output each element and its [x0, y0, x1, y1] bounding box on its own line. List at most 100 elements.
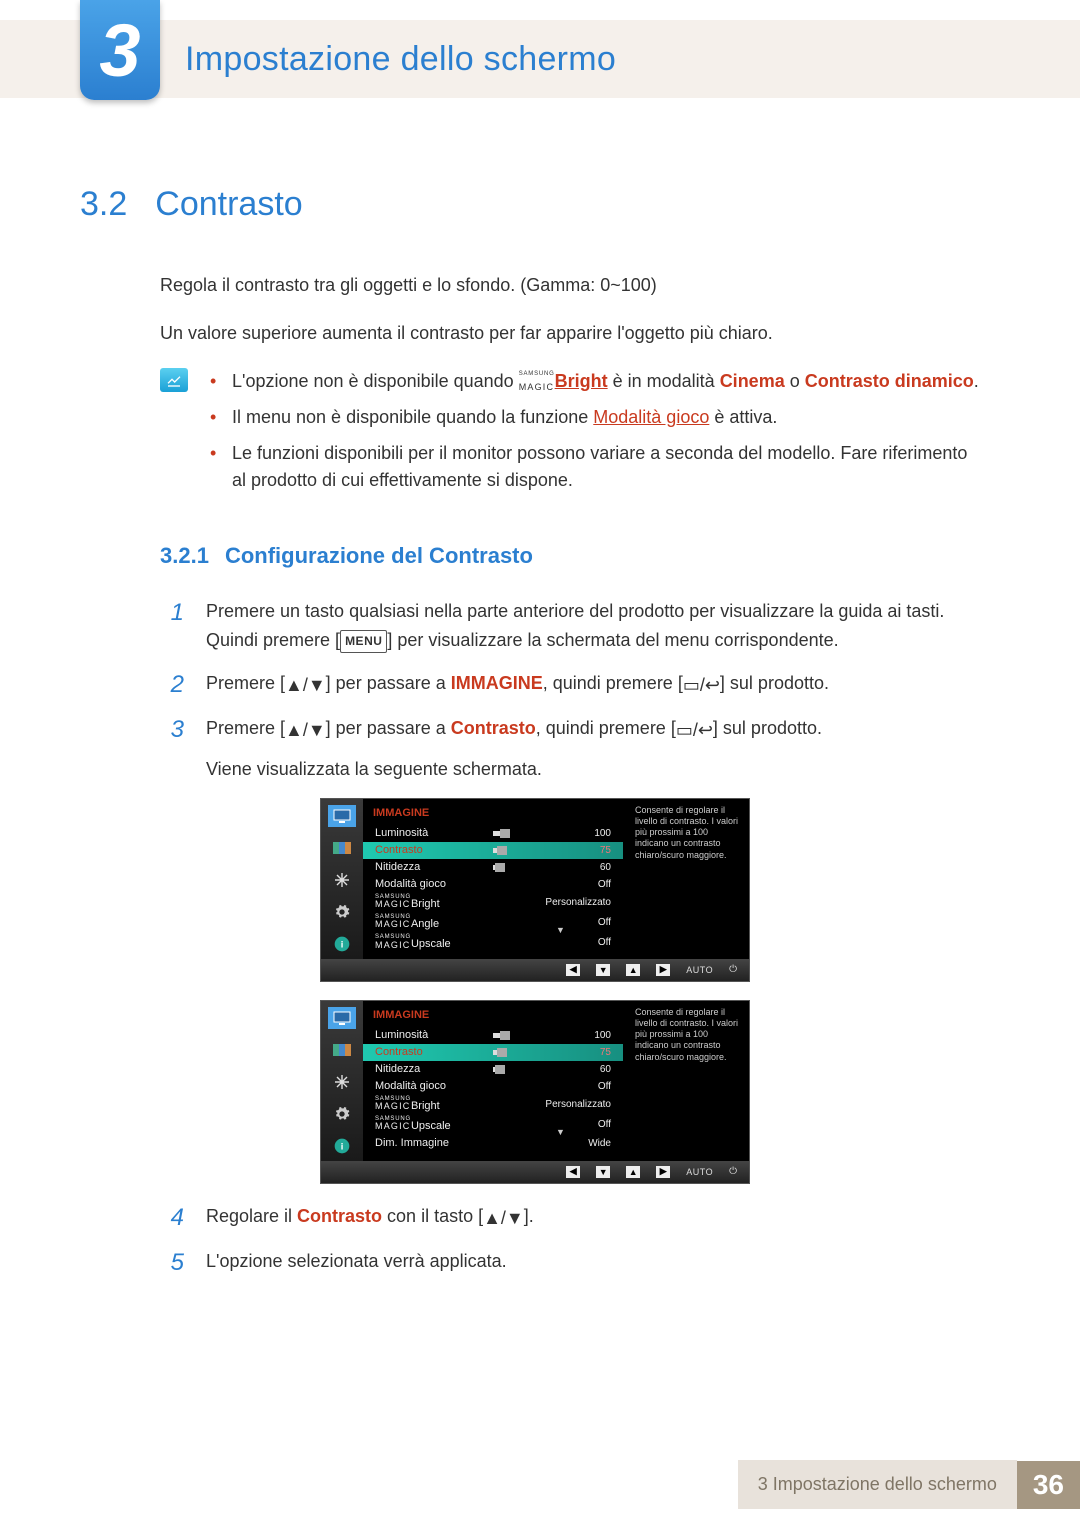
osd-row[interactable]: SAMSUNGMAGICUpscale Off: [363, 933, 623, 953]
osd-row[interactable]: Contrasto75: [363, 842, 623, 859]
osd-screenshot-2: i IMMAGINE Luminosità100Contrasto75Nitid…: [320, 1000, 980, 1184]
osd-row[interactable]: Nitidezza 60: [363, 859, 623, 876]
chapter-number: 3: [99, 8, 140, 93]
osd-row-value: Wide: [521, 1138, 611, 1149]
osd-slider[interactable]: [493, 831, 505, 836]
osd-main: IMMAGINE Luminosità100Contrasto75Nitidez…: [363, 799, 749, 959]
up-down-icon: ▲/▼: [285, 716, 326, 745]
osd-nav-down-icon[interactable]: ▼: [596, 1166, 610, 1178]
osd-row-value: 75: [521, 1047, 611, 1058]
osd-row-label: SAMSUNGMAGICUpscale: [375, 935, 485, 950]
osd-tab-picture-icon[interactable]: [328, 1007, 356, 1029]
samsung-magic-label: SAMSUNGMAGIC: [519, 372, 555, 392]
osd-tab-size-icon[interactable]: [328, 869, 356, 891]
osd-nav-left-icon[interactable]: ◀: [566, 964, 580, 976]
contrasto-label: Contrasto: [297, 1206, 382, 1226]
osd-tab-settings-icon[interactable]: [328, 1103, 356, 1125]
chapter-badge: 3: [80, 0, 160, 100]
osd-power-icon[interactable]: ⏻: [729, 1166, 737, 1177]
osd-row[interactable]: Modalità giocoOff: [363, 876, 623, 893]
osd-row-label: SAMSUNGMAGICBright: [375, 1097, 485, 1112]
step-body: Regolare il Contrasto con il tasto [▲/▼]…: [206, 1202, 980, 1233]
svg-text:i: i: [341, 1141, 344, 1151]
osd-slider[interactable]: [493, 848, 505, 853]
osd-power-icon[interactable]: ⏻: [729, 964, 737, 975]
osd-nav-down-icon[interactable]: ▼: [596, 964, 610, 976]
step-number: 3: [160, 714, 184, 784]
osd-row[interactable]: Luminosità100: [363, 825, 623, 842]
step-number: 4: [160, 1202, 184, 1233]
osd-tab-settings-icon[interactable]: [328, 901, 356, 923]
osd-tab-info-icon[interactable]: i: [328, 1135, 356, 1157]
osd-row-label: SAMSUNGMAGICBright: [375, 895, 485, 910]
osd-tab-color-icon[interactable]: [328, 1039, 356, 1061]
osd-row-label: Modalità gioco: [375, 1080, 485, 1092]
game-mode-link: Modalità gioco: [593, 407, 709, 427]
osd-row[interactable]: SAMSUNGMAGICAngleOff: [363, 913, 623, 933]
section-title: Contrasto: [155, 185, 302, 224]
osd-row-label: Dim. Immagine: [375, 1137, 485, 1149]
osd-row[interactable]: Modalità gioco Off: [363, 1078, 623, 1095]
immagine-label: IMMAGINE: [451, 673, 543, 693]
osd-row-label: Nitidezza: [375, 861, 485, 873]
chapter-title: Impostazione dello schermo: [185, 40, 616, 79]
osd-row[interactable]: SAMSUNGMAGICBrightPersonalizzato: [363, 893, 623, 913]
magic-bright-link: Bright: [555, 371, 608, 391]
osd-auto-label[interactable]: AUTO: [686, 1167, 713, 1177]
note-item: Il menu non è disponibile quando la funz…: [210, 404, 980, 432]
osd-row[interactable]: SAMSUNGMAGICUpscaleOff: [363, 1115, 623, 1135]
osd-row[interactable]: Luminosità100: [363, 1027, 623, 1044]
note-item: L'opzione non è disponibile quando SAMSU…: [210, 368, 980, 396]
osd-tab-color-icon[interactable]: [328, 837, 356, 859]
contrasto-label: Contrasto: [451, 718, 536, 738]
osd-nav-up-icon[interactable]: ▲: [626, 1166, 640, 1178]
steps-list: 1 Premere un tasto qualsiasi nella parte…: [160, 597, 980, 783]
osd-nav-bar: ◀ ▼ ▲ ▶ AUTO ⏻: [321, 959, 749, 981]
osd-tab-info-icon[interactable]: i: [328, 933, 356, 955]
osd-tab-size-icon[interactable]: [328, 1071, 356, 1093]
osd-row-label: SAMSUNGMAGICUpscale: [375, 1117, 485, 1132]
footer-title: 3 Impostazione dello schermo: [738, 1460, 1017, 1509]
intro-para-1: Regola il contrasto tra gli oggetti e lo…: [160, 272, 980, 300]
osd-row[interactable]: Dim. Immagine Wide: [363, 1135, 623, 1152]
osd-tooltip: Consente di regolare il livello di contr…: [631, 1005, 745, 1065]
osd-row-label: Luminosità: [375, 827, 485, 839]
note-list: L'opzione non è disponibile quando SAMSU…: [210, 368, 980, 504]
step-body: L'opzione selezionata verrà applicata.: [206, 1247, 980, 1278]
step-body: Premere [▲/▼] per passare a Contrasto, q…: [206, 714, 980, 784]
osd-rows-2: Luminosità100Contrasto75Nitidezza60Modal…: [363, 1027, 623, 1152]
osd-row-label: Contrasto: [375, 844, 485, 856]
osd-row-value: Off: [521, 1081, 611, 1092]
step-4: 4 Regolare il Contrasto con il tasto [▲/…: [160, 1202, 980, 1233]
osd-tab-picture-icon[interactable]: [328, 805, 356, 827]
osd-slider[interactable]: [493, 1050, 505, 1055]
osd-row-value: Off: [521, 937, 611, 948]
osd-auto-label[interactable]: AUTO: [686, 965, 713, 975]
osd-slider[interactable]: [493, 1067, 505, 1072]
osd-nav-left-icon[interactable]: ◀: [566, 1166, 580, 1178]
osd-row[interactable]: Contrasto75: [363, 1044, 623, 1061]
osd-row[interactable]: Nitidezza60: [363, 1061, 623, 1078]
subsection-heading: 3.2.1 Configurazione del Contrasto: [160, 543, 980, 569]
osd-row-value: 60: [521, 862, 611, 873]
cinema-label: Cinema: [720, 371, 785, 391]
menu-key-icon: MENU: [340, 630, 387, 653]
footer-page-number: 36: [1017, 1461, 1080, 1509]
osd-nav-up-icon[interactable]: ▲: [626, 964, 640, 976]
osd-slider[interactable]: [493, 865, 505, 870]
osd-row-value: 100: [521, 1030, 611, 1041]
osd-slider[interactable]: [493, 1033, 505, 1038]
step-2: 2 Premere [▲/▼] per passare a IMMAGINE, …: [160, 669, 980, 700]
section-heading: 3.2 Contrasto: [80, 185, 980, 224]
osd-row-label: SAMSUNGMAGICAngle: [375, 915, 485, 930]
intro-para-2: Un valore superiore aumenta il contrasto…: [160, 320, 980, 348]
osd-row[interactable]: SAMSUNGMAGICBrightPersonalizzato: [363, 1095, 623, 1115]
osd-nav-right-icon[interactable]: ▶: [656, 964, 670, 976]
page-content: 3.2 Contrasto Regola il contrasto tra gl…: [80, 185, 980, 1292]
step-body: Premere un tasto qualsiasi nella parte a…: [206, 597, 980, 655]
note-block: L'opzione non è disponibile quando SAMSU…: [160, 368, 980, 504]
osd-nav-right-icon[interactable]: ▶: [656, 1166, 670, 1178]
page-footer: 3 Impostazione dello schermo 36: [0, 1460, 1080, 1509]
dynamic-contrast-label: Contrasto dinamico: [805, 371, 974, 391]
up-down-icon: ▲/▼: [285, 671, 326, 700]
